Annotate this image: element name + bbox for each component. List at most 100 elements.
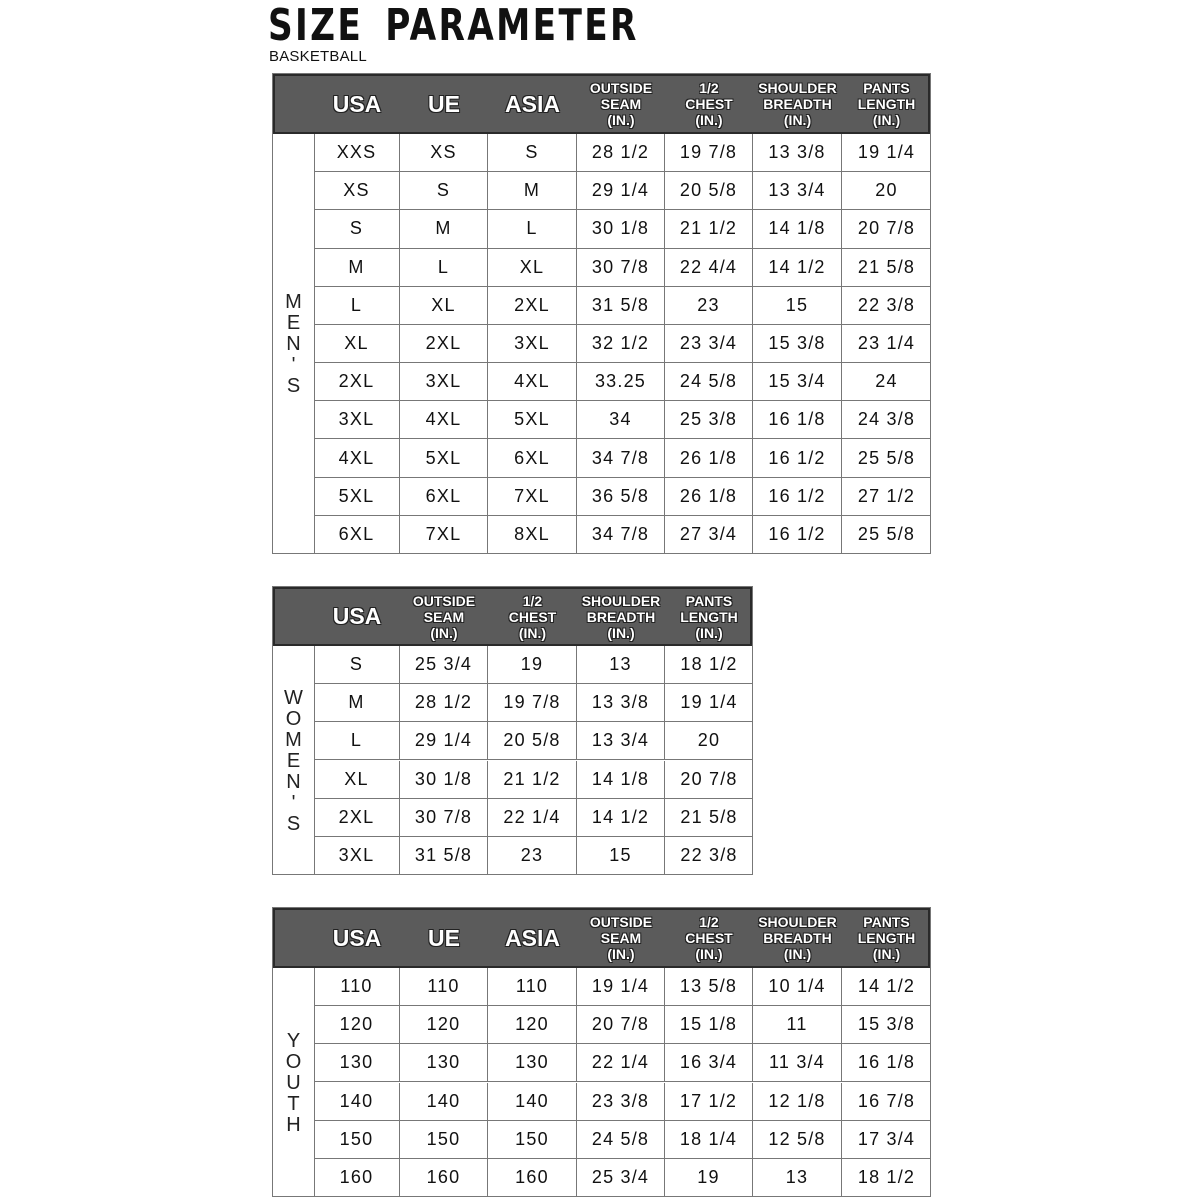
table-cell: 5XL	[314, 477, 400, 516]
column-header: 1/2 CHEST (IN.)	[685, 80, 733, 128]
table-cell: 23 3/8	[577, 1082, 665, 1121]
table-cell: 19	[488, 646, 577, 685]
table-cell: 16 7/8	[842, 1083, 931, 1121]
table-cell: 25 5/8	[842, 439, 931, 478]
table-cell: XL	[314, 760, 400, 799]
table-cell: 15 3/8	[753, 324, 842, 364]
table-cell: 15	[577, 836, 665, 875]
table-cell: 32 1/2	[577, 324, 665, 364]
table-cell: 14 1/2	[753, 248, 842, 287]
column-header: USA	[332, 924, 382, 951]
column-header: UE	[428, 924, 460, 951]
table-cell: 8XL	[488, 515, 577, 554]
table-header: USA UE ASIA OUTSIDE SEAM (IN.) 1/2 CHEST (IN…	[273, 74, 930, 134]
section-label-cell: YOUTH	[273, 968, 315, 1196]
table-cell: 22 3/8	[680, 845, 738, 866]
table-cell: 25 5/8	[857, 524, 916, 545]
youth-size-table: USA UE ASIA OUTSIDE SEAM (IN.) 1/2 CHEST (IN…	[272, 907, 931, 1197]
table-cell: 2XL	[314, 798, 400, 837]
table-cell: 3XL	[314, 401, 400, 440]
table-cell: 18 1/2	[665, 646, 753, 685]
table-cell: 26 1/8	[665, 477, 753, 516]
table-cell: 25 3/4	[577, 1158, 665, 1197]
table-cell: 29 1/4	[400, 722, 488, 761]
section-label-cell: MEN'S	[273, 134, 315, 553]
womens-size-table: USA OUTSIDE SEAM (IN.) 1/2 CHEST (IN.) SHOU…	[272, 586, 753, 875]
table-cell: S	[488, 134, 577, 173]
table-cell: 31 5/8	[400, 836, 488, 875]
table-cell: 20	[842, 172, 931, 211]
table-cell: 20 7/8	[665, 761, 753, 799]
table-cell: 16 1/8	[842, 1044, 931, 1083]
table-cell: 4XL	[314, 439, 400, 478]
table-cell: 30 1/8	[400, 760, 488, 799]
table-cell: 14 1/8	[753, 210, 842, 249]
table-cell: 6XL	[314, 515, 400, 554]
table-cell: 14 1/2	[842, 968, 931, 1007]
page-subtitle: BASKETBALL	[269, 48, 367, 65]
table-cell: 6XL	[400, 477, 488, 516]
column-header: SHOULDER BREADTH (IN.)	[581, 592, 661, 641]
table-cell: S	[400, 172, 488, 211]
table-cell: 110	[314, 968, 400, 1007]
column-header: OUTSIDE SEAM (IN.)	[412, 592, 476, 641]
table-cell: 160	[488, 1158, 577, 1197]
table-cell: 19 1/4	[577, 968, 665, 1007]
table-cell: 11	[753, 1006, 842, 1045]
column-header: OUTSIDE SEAM (IN.)	[589, 914, 653, 962]
table-cell: 23 3/4	[665, 324, 753, 364]
column-header: USA	[332, 603, 382, 629]
table-cell: 29 1/4	[577, 172, 665, 211]
table-cell: 130	[400, 1044, 488, 1083]
table-cell: 19 1/4	[665, 684, 753, 723]
table-cell: 130	[488, 1044, 577, 1083]
table-cell: 21 5/8	[842, 249, 931, 287]
table-cell: 17 3/4	[842, 1121, 931, 1159]
table-cell: 3XL	[314, 836, 400, 875]
column-header: PANTS LENGTH (IN.)	[680, 592, 738, 641]
table-cell: 30 1/8	[577, 210, 665, 249]
column-header: ASIA	[505, 924, 560, 951]
table-cell: 22 4/4	[665, 248, 753, 287]
table-cell: 120	[314, 1006, 400, 1045]
table-cell: 27 3/4	[665, 515, 753, 554]
table-cell: 20 7/8	[577, 1006, 665, 1045]
table-cell: L	[400, 248, 488, 287]
table-cell: M	[400, 210, 488, 249]
section-label: YOUTH	[282, 1029, 305, 1135]
page-title: SIZE PARAMETER	[268, 0, 639, 51]
section-label-cell: WOMEN'S	[273, 646, 315, 874]
column-header: PANTS LENGTH (IN.)	[857, 80, 916, 128]
table-cell: 22 3/8	[842, 287, 931, 325]
table-cell: S	[314, 646, 400, 685]
table-cell: XS	[314, 172, 400, 211]
table-cell: 24	[842, 363, 931, 402]
table-cell: 19 7/8	[665, 134, 753, 173]
table-cell: 12 1/8	[753, 1082, 842, 1121]
table-cell: 2XL	[400, 324, 488, 364]
table-cell: 23	[488, 836, 577, 875]
table-cell: M	[314, 684, 400, 723]
table-cell: 31 5/8	[577, 286, 665, 325]
table-cell: 22 1/4	[577, 1044, 665, 1083]
table-cell: 14 1/8	[577, 760, 665, 799]
table-header: USA UE ASIA OUTSIDE SEAM (IN.) 1/2 CHEST (IN…	[273, 908, 930, 968]
table-cell: 22 1/4	[488, 798, 577, 837]
column-header: PANTS LENGTH (IN.)	[857, 914, 916, 962]
table-cell: 11 3/4	[753, 1044, 842, 1083]
table-cell: XS	[400, 134, 488, 173]
table-cell: 19	[665, 1158, 753, 1197]
table-cell: 16 1/2	[753, 477, 842, 516]
table-cell: 34 7/8	[577, 515, 665, 554]
column-header: 1/2 CHEST (IN.)	[685, 914, 733, 962]
mens-size-table: USA UE ASIA OUTSIDE SEAM (IN.) 1/2 CHEST (IN…	[272, 73, 931, 554]
table-cell: 34	[577, 401, 665, 440]
table-cell: 16 1/2	[753, 439, 842, 478]
table-cell: M	[488, 172, 577, 211]
table-cell: 120	[488, 1006, 577, 1045]
table-cell: 4XL	[488, 363, 577, 402]
table-cell: 23 1/4	[842, 325, 931, 364]
table-cell: 23	[665, 286, 753, 325]
table-cell: 30 7/8	[400, 798, 488, 837]
section-label: MEN'S	[282, 291, 305, 396]
